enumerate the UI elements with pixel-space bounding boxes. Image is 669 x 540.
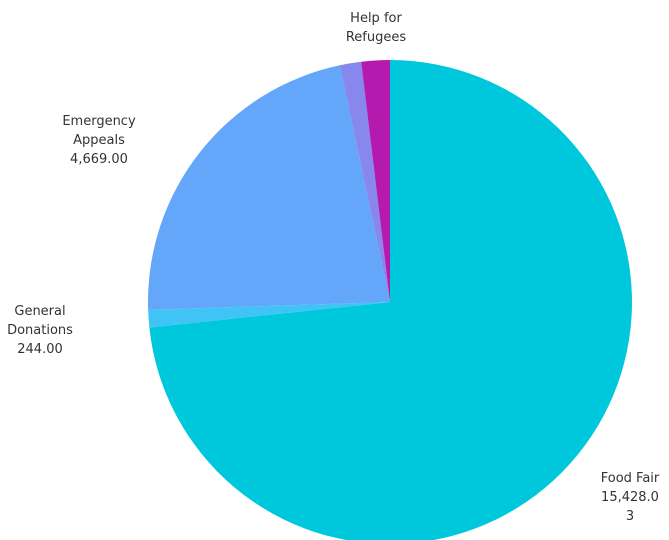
pie-slice — [148, 65, 390, 310]
slice-label: Help for Refugees — [346, 11, 407, 45]
slice-label: Food Fair 15,428.0 3 — [601, 471, 660, 524]
slice-label-line: Donations — [7, 323, 73, 338]
slice-label-line: Food Fair — [601, 471, 660, 486]
pie-slice — [149, 60, 632, 540]
pie-slice — [361, 59, 390, 302]
pie-slice — [148, 302, 390, 328]
slice-label-line: Appeals — [73, 133, 125, 148]
pie-slices — [148, 59, 632, 540]
slice-label-line: 15,428.0 — [601, 490, 659, 505]
slice-label-line: 4,669.00 — [70, 152, 128, 167]
slice-label: General Donations 244.00 — [7, 304, 73, 357]
slice-labels: Food Fair 15,428.0 3 General Donations 244.00… — [7, 11, 660, 524]
slice-label-line: 244.00 — [17, 342, 63, 357]
slice-label: Emergency Appeals 4,669.00 — [62, 114, 136, 167]
slice-label-line: Help for — [350, 11, 402, 26]
pie-slice — [339, 61, 390, 302]
slice-label-line: General — [14, 304, 65, 319]
slice-label-line: 3 — [626, 509, 634, 524]
slice-label-line: Refugees — [346, 30, 407, 45]
slice-label-line: Emergency — [62, 114, 136, 129]
